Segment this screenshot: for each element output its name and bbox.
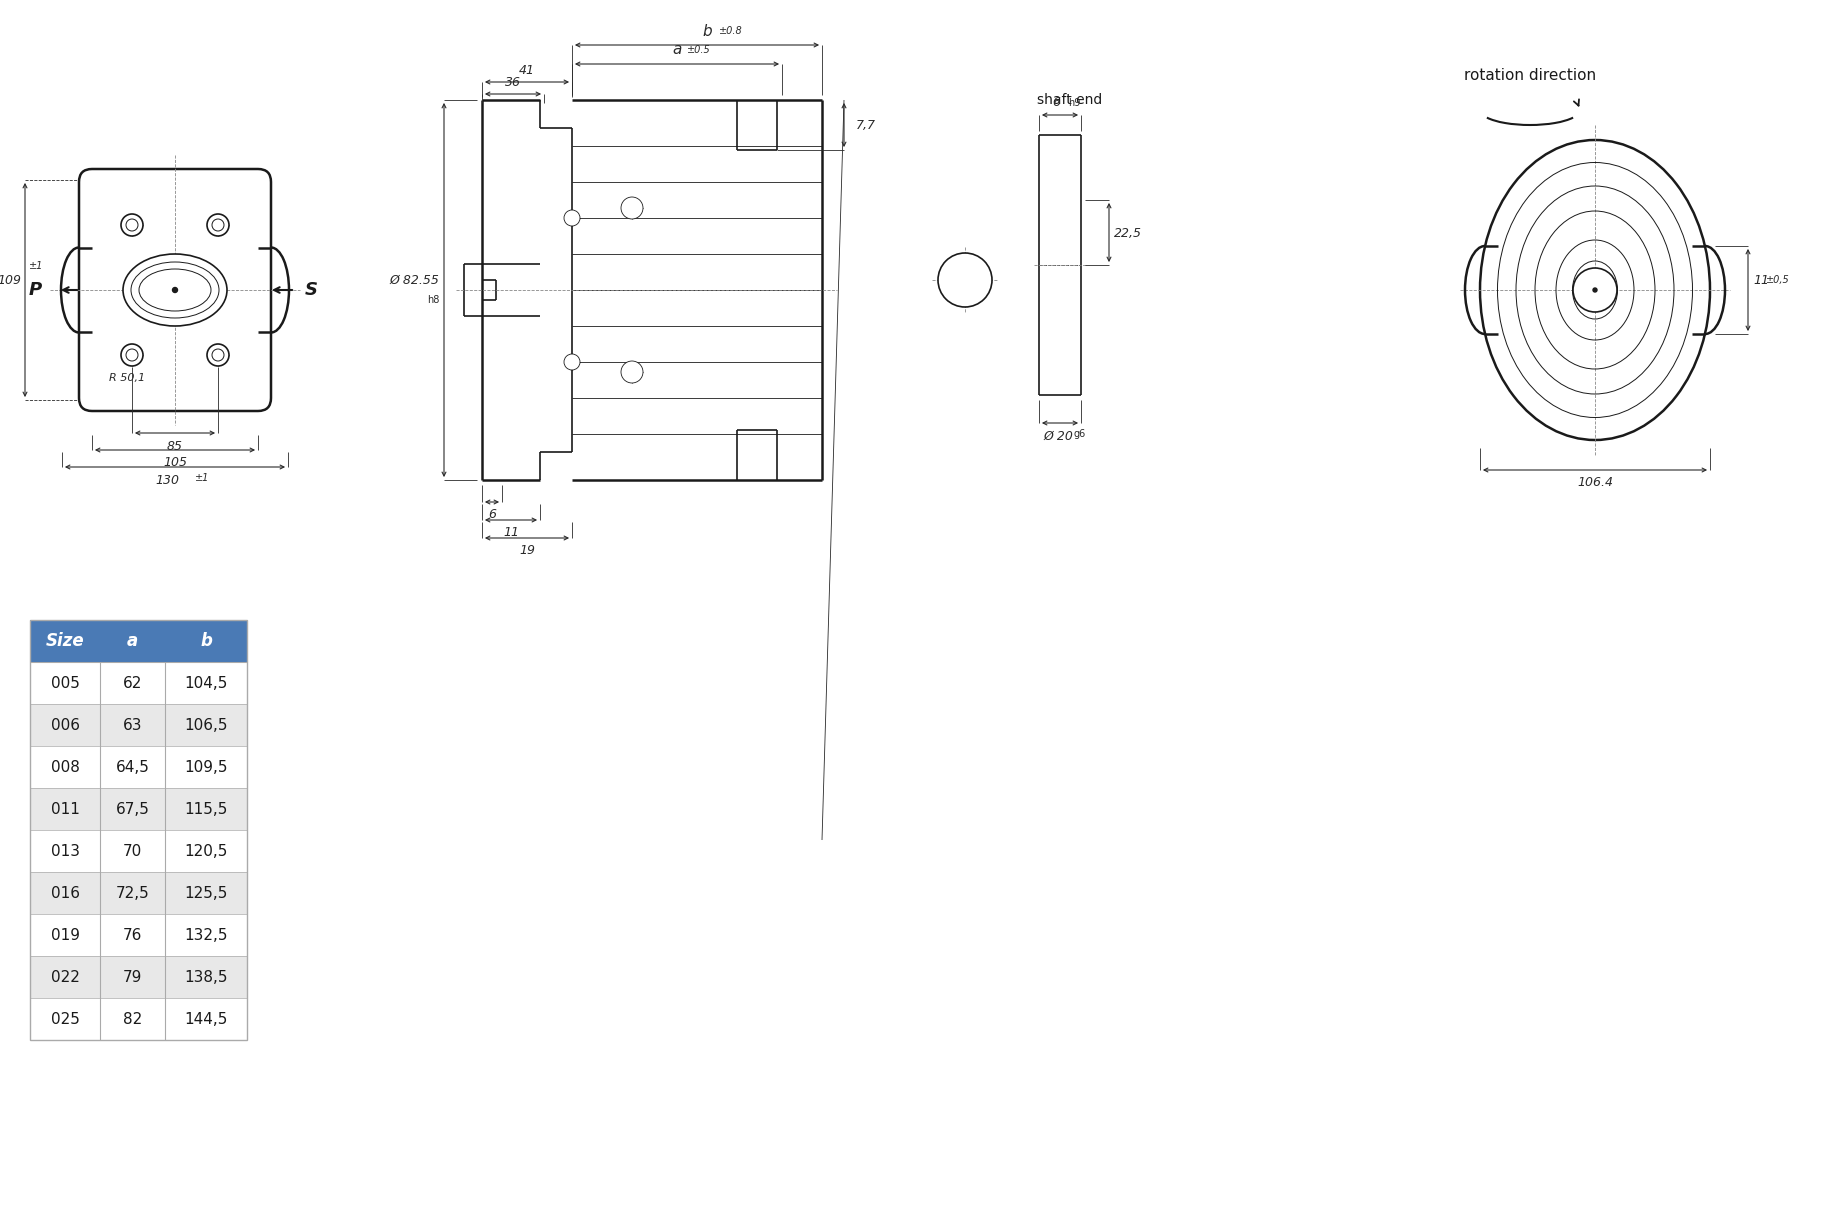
Circle shape <box>121 344 143 366</box>
Text: 105: 105 <box>163 457 187 469</box>
Text: Ø 20: Ø 20 <box>1042 430 1074 442</box>
Text: a: a <box>672 43 682 58</box>
Text: 109,5: 109,5 <box>185 759 227 775</box>
Circle shape <box>126 349 137 361</box>
Text: 011: 011 <box>51 802 79 817</box>
Text: 85: 85 <box>167 440 183 452</box>
Text: 19: 19 <box>518 544 535 558</box>
Text: 115,5: 115,5 <box>185 802 227 817</box>
Text: 64,5: 64,5 <box>115 759 150 775</box>
Circle shape <box>213 219 224 231</box>
Text: 013: 013 <box>51 844 79 858</box>
Text: 022: 022 <box>51 969 79 985</box>
Text: 72,5: 72,5 <box>115 885 150 900</box>
Text: S: S <box>304 281 319 298</box>
Text: rotation direction: rotation direction <box>1464 68 1596 82</box>
Text: 019: 019 <box>51 927 79 943</box>
Bar <box>29 957 247 998</box>
Text: g6: g6 <box>1074 429 1086 438</box>
Circle shape <box>1574 268 1618 312</box>
Text: 11: 11 <box>504 527 518 539</box>
Ellipse shape <box>123 254 227 325</box>
FancyBboxPatch shape <box>79 169 271 411</box>
Text: 67,5: 67,5 <box>115 802 150 817</box>
Circle shape <box>121 214 143 236</box>
Bar <box>29 830 247 872</box>
Text: 144,5: 144,5 <box>185 1012 227 1027</box>
Bar <box>29 620 247 662</box>
Text: 41: 41 <box>518 64 535 76</box>
Text: 025: 025 <box>51 1012 79 1027</box>
Circle shape <box>938 253 991 307</box>
Text: 63: 63 <box>123 717 143 732</box>
Circle shape <box>172 287 178 292</box>
Text: 106.4: 106.4 <box>1577 476 1612 490</box>
Ellipse shape <box>1480 140 1709 440</box>
Circle shape <box>564 354 581 370</box>
Text: ±0,5: ±0,5 <box>1766 275 1790 285</box>
Circle shape <box>1594 289 1598 292</box>
Text: 130: 130 <box>156 474 180 486</box>
Text: 6: 6 <box>487 508 496 522</box>
Text: b: b <box>702 23 713 38</box>
Text: 79: 79 <box>123 969 143 985</box>
Text: Ø 82.55: Ø 82.55 <box>388 274 440 286</box>
Bar <box>29 620 247 1040</box>
Text: h9: h9 <box>1068 98 1081 108</box>
Text: 7,7: 7,7 <box>856 118 876 131</box>
Text: 82: 82 <box>123 1012 143 1027</box>
Text: 6: 6 <box>1052 97 1061 109</box>
Text: h8: h8 <box>427 295 440 305</box>
Bar <box>29 704 247 745</box>
Text: 008: 008 <box>51 759 79 775</box>
Text: R 50,1: R 50,1 <box>108 373 145 383</box>
Text: 120,5: 120,5 <box>185 844 227 858</box>
Circle shape <box>564 210 581 226</box>
Text: 109: 109 <box>0 274 20 286</box>
Text: 36: 36 <box>506 75 520 88</box>
Bar <box>29 914 247 957</box>
Bar <box>29 745 247 788</box>
Text: 016: 016 <box>51 885 79 900</box>
Text: shaft end: shaft end <box>1037 93 1103 107</box>
Text: 138,5: 138,5 <box>185 969 227 985</box>
Text: 11: 11 <box>1753 274 1770 286</box>
Text: 125,5: 125,5 <box>185 885 227 900</box>
Text: 22,5: 22,5 <box>1114 226 1141 239</box>
Circle shape <box>213 349 224 361</box>
Circle shape <box>621 196 643 219</box>
Bar <box>29 998 247 1040</box>
Text: Size: Size <box>46 632 84 650</box>
Text: 006: 006 <box>51 717 79 732</box>
Text: ±1: ±1 <box>29 262 44 271</box>
Circle shape <box>126 219 137 231</box>
Text: b: b <box>200 632 213 650</box>
Text: 76: 76 <box>123 927 143 943</box>
Text: 005: 005 <box>51 675 79 690</box>
Text: ±1: ±1 <box>194 473 209 483</box>
Text: ±0.8: ±0.8 <box>718 26 742 36</box>
Bar <box>29 872 247 914</box>
Text: ±0.5: ±0.5 <box>687 45 711 55</box>
Circle shape <box>207 344 229 366</box>
Bar <box>29 662 247 704</box>
Text: 62: 62 <box>123 675 143 690</box>
Bar <box>29 788 247 830</box>
Text: 104,5: 104,5 <box>185 675 227 690</box>
Circle shape <box>621 361 643 383</box>
Text: 132,5: 132,5 <box>185 927 227 943</box>
Text: 106,5: 106,5 <box>185 717 227 732</box>
Text: 70: 70 <box>123 844 143 858</box>
Text: P: P <box>29 281 42 298</box>
Text: a: a <box>126 632 137 650</box>
Circle shape <box>207 214 229 236</box>
